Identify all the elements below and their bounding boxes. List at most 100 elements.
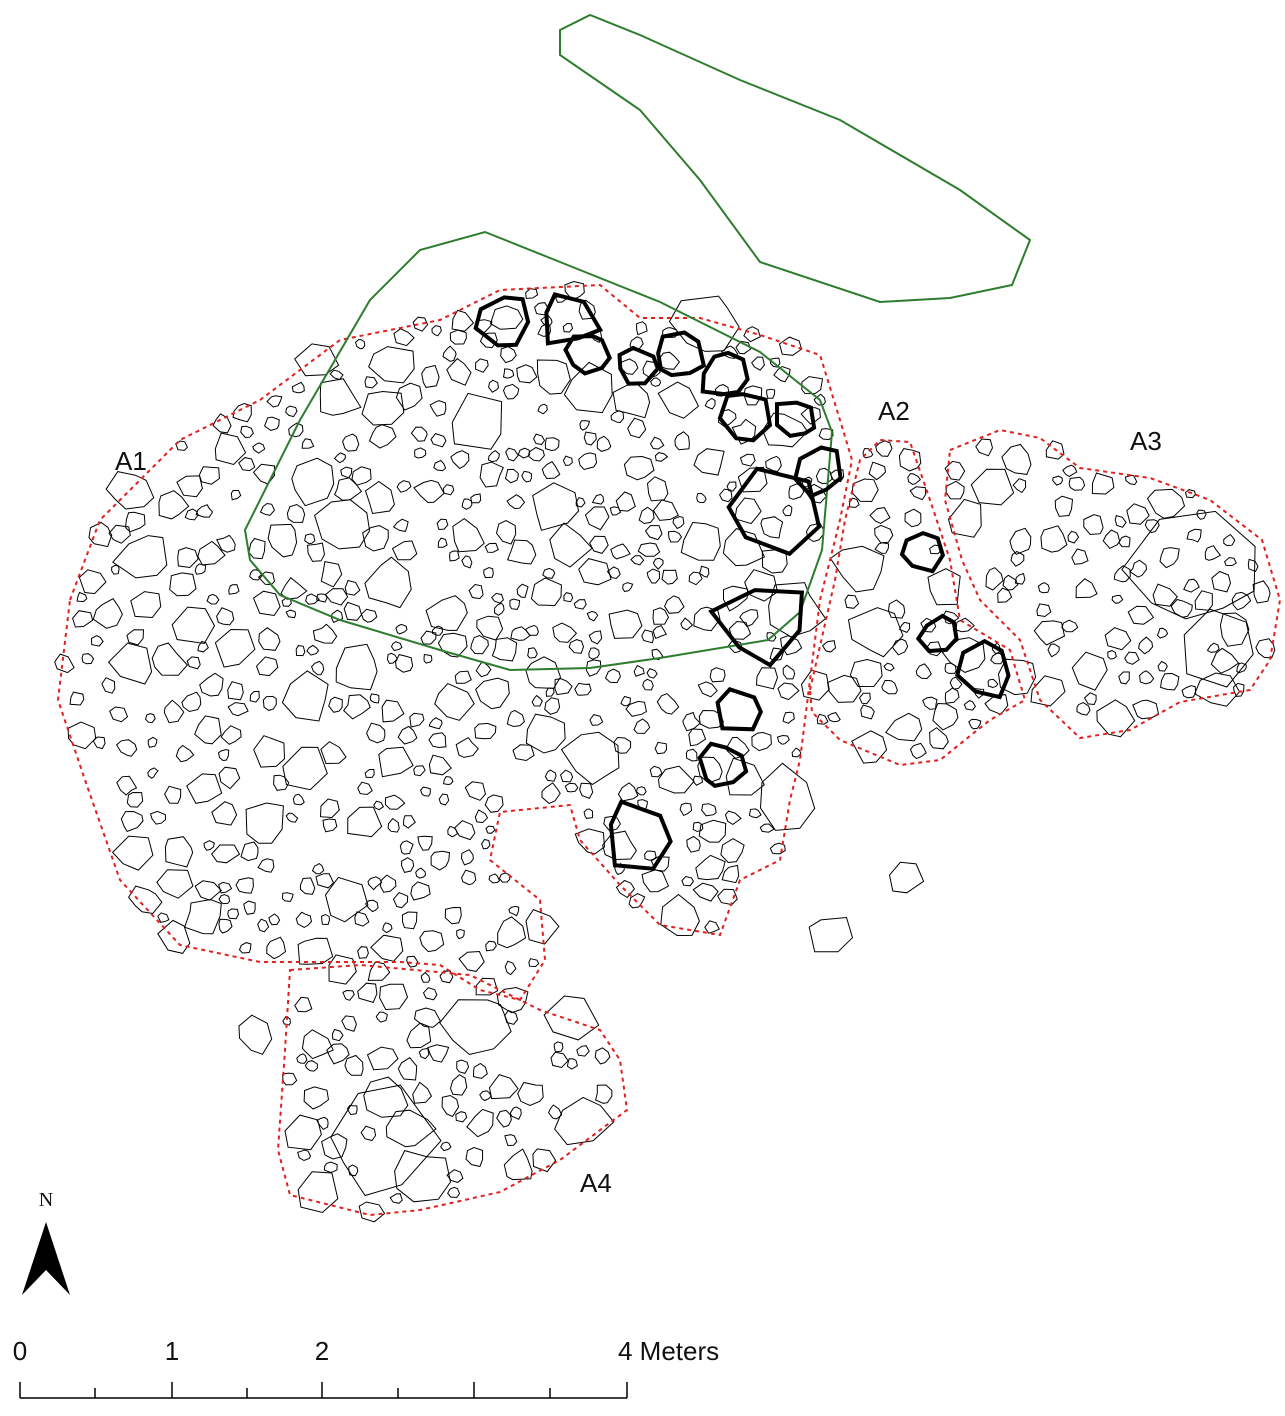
stone — [316, 1116, 329, 1131]
stone — [354, 339, 366, 350]
stone — [488, 873, 501, 884]
stone — [578, 558, 612, 586]
stone — [922, 696, 938, 710]
stone — [335, 643, 378, 691]
stone — [288, 422, 304, 438]
stone — [485, 825, 496, 834]
stone — [695, 854, 726, 881]
stone — [595, 1084, 613, 1104]
stone — [944, 662, 957, 674]
stone — [1071, 651, 1108, 691]
stone — [1223, 533, 1236, 547]
stone — [295, 911, 313, 928]
stone — [579, 420, 591, 431]
stone — [525, 288, 539, 299]
stone — [326, 1043, 350, 1065]
stone — [130, 591, 162, 619]
stone — [212, 413, 232, 434]
stone — [474, 809, 489, 824]
stone — [1170, 598, 1193, 618]
stone — [734, 497, 762, 525]
stone — [915, 663, 932, 680]
stone — [436, 518, 449, 531]
stone — [228, 584, 240, 595]
stone — [460, 849, 474, 866]
stone — [78, 569, 107, 595]
stone — [362, 524, 389, 552]
stone — [181, 691, 202, 713]
stone — [307, 542, 326, 562]
stone — [588, 647, 600, 660]
stone — [422, 987, 438, 1001]
stone — [194, 563, 207, 575]
stone — [322, 818, 338, 833]
stone — [1132, 699, 1160, 720]
stone — [868, 461, 887, 481]
stone — [533, 433, 546, 445]
stone — [1181, 685, 1197, 699]
stone — [654, 741, 668, 755]
stone — [681, 875, 694, 887]
stone — [610, 410, 625, 424]
stone — [504, 468, 519, 484]
stone — [1183, 578, 1200, 593]
stone — [1252, 580, 1271, 604]
stone — [450, 450, 470, 470]
stone — [291, 381, 305, 394]
stone — [481, 838, 491, 850]
stone — [657, 381, 700, 419]
stone — [1076, 702, 1091, 716]
stone — [157, 919, 191, 954]
stone — [369, 693, 380, 704]
area-label: A2 — [878, 396, 910, 426]
stone — [111, 564, 120, 575]
stone — [216, 534, 236, 553]
stone — [364, 899, 379, 913]
stone — [613, 736, 632, 754]
stone — [637, 542, 661, 557]
stone — [296, 1053, 308, 1064]
stone — [427, 1044, 450, 1063]
stone — [667, 530, 683, 543]
stone — [421, 364, 440, 388]
stone — [361, 390, 405, 426]
stone — [177, 547, 199, 569]
stone — [412, 1081, 433, 1104]
stone — [127, 885, 163, 915]
stone — [126, 629, 145, 646]
stone — [1146, 488, 1186, 519]
stone — [252, 590, 281, 617]
stone — [343, 694, 371, 720]
stone — [1061, 619, 1079, 633]
stone — [431, 324, 442, 337]
stone — [395, 382, 423, 411]
stone — [475, 660, 492, 678]
stone — [115, 739, 138, 757]
stone — [330, 609, 344, 624]
stone — [364, 480, 395, 515]
stone — [652, 624, 668, 640]
stone — [81, 653, 95, 665]
stone — [446, 1169, 464, 1183]
stone — [357, 781, 373, 796]
stone — [945, 480, 965, 500]
stone — [997, 658, 1037, 696]
stone — [495, 520, 517, 545]
stone — [194, 715, 222, 745]
stone — [297, 1149, 312, 1162]
stone — [615, 879, 636, 899]
stone — [413, 765, 426, 777]
stone — [743, 326, 761, 343]
stone — [622, 582, 634, 592]
stone — [366, 722, 386, 744]
stone — [367, 961, 391, 981]
area-a2-outline — [808, 438, 1027, 767]
stone — [240, 841, 259, 862]
stone — [393, 328, 415, 347]
stone — [333, 452, 346, 464]
stone — [465, 1146, 484, 1168]
stone — [528, 958, 540, 968]
large-stone — [700, 350, 750, 397]
stone — [735, 340, 752, 355]
stone — [1009, 527, 1032, 555]
